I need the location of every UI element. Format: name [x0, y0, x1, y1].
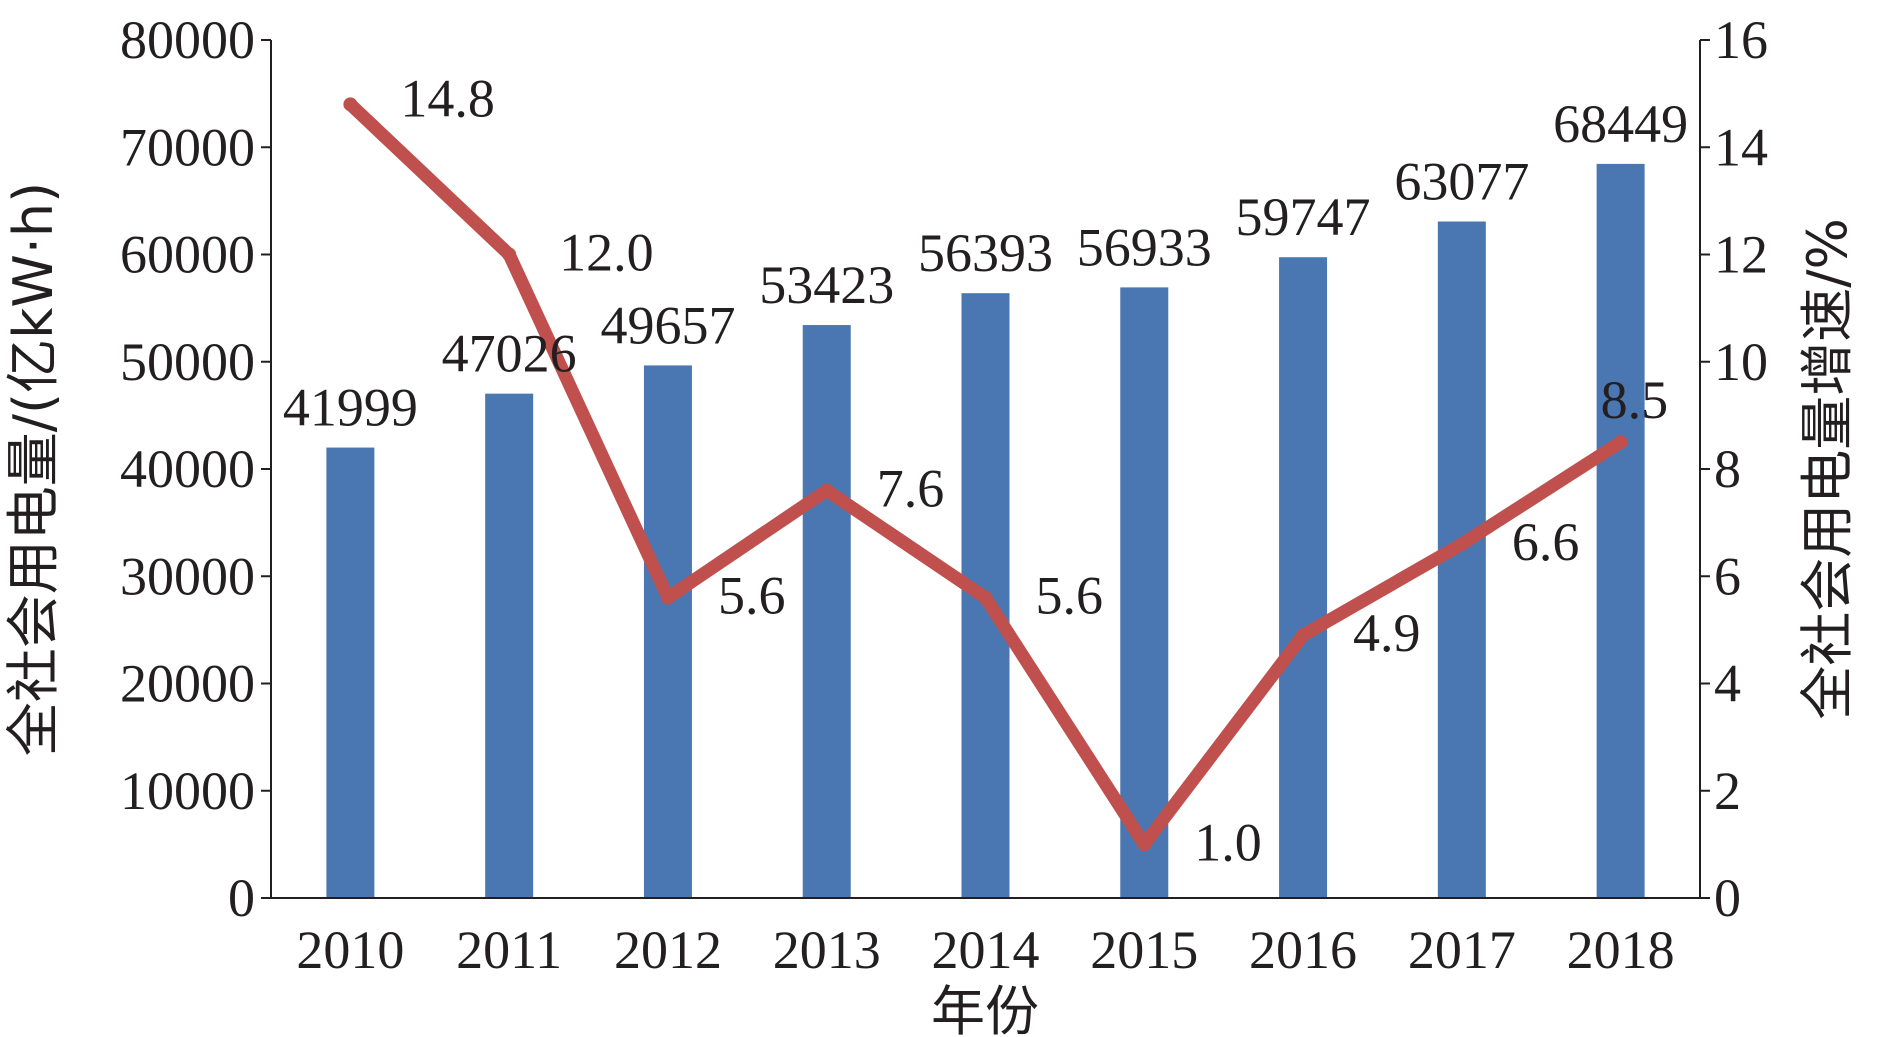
x-tick-label: 2015	[1090, 920, 1198, 980]
bar-value-label: 63077	[1394, 151, 1529, 211]
bar-value-label: 68449	[1553, 94, 1688, 154]
line-value-label: 1.0	[1194, 812, 1262, 872]
bar	[485, 393, 534, 898]
right-y-tick-label: 4	[1714, 654, 1741, 714]
bar	[1120, 287, 1169, 899]
line-value-label: 6.6	[1512, 512, 1580, 572]
x-tick-label: 2018	[1567, 920, 1675, 980]
right-y-tick-label: 6	[1714, 546, 1741, 606]
line-point	[343, 97, 358, 112]
left-y-tick-label: 60000	[120, 225, 255, 285]
bar-value-label: 56393	[918, 223, 1053, 283]
bar-value-label: 56933	[1077, 217, 1212, 277]
line-value-label: 5.6	[718, 566, 786, 626]
bar-value-label: 41999	[283, 378, 418, 438]
x-tick-label: 2010	[296, 920, 404, 980]
right-y-tick-label: 14	[1714, 117, 1768, 177]
x-tick-label: 2012	[614, 920, 722, 980]
bar-value-label: 49657	[600, 295, 735, 355]
line-point	[1137, 837, 1152, 852]
left-y-tick-label: 0	[228, 868, 255, 928]
line-value-label: 12.0	[559, 223, 654, 283]
bar	[802, 325, 851, 898]
line-point	[1454, 537, 1469, 552]
bar	[326, 447, 375, 898]
left-y-tick-label: 50000	[120, 332, 255, 392]
bar-value-label: 47026	[442, 324, 577, 384]
left-y-tick-label: 80000	[120, 10, 255, 70]
x-tick-label: 2013	[773, 920, 881, 980]
line-value-label: 5.6	[1036, 566, 1104, 626]
line-point	[978, 590, 993, 605]
left-y-tick-label: 40000	[120, 439, 255, 499]
bar	[643, 365, 692, 898]
line-point	[1296, 628, 1311, 643]
line-value-label: 4.9	[1353, 603, 1421, 663]
x-tick-label: 2011	[456, 920, 562, 980]
bar-value-label: 53423	[759, 255, 894, 315]
left-y-tick-label: 10000	[120, 761, 255, 821]
x-tick-label: 2014	[932, 920, 1040, 980]
line-value-label: 14.8	[400, 68, 495, 128]
x-axis-title: 年份	[931, 980, 1039, 1037]
bar	[1596, 163, 1645, 899]
line-point	[660, 590, 675, 605]
right-y-tick-label: 16	[1714, 10, 1768, 70]
line-point	[1613, 435, 1628, 450]
left-y-axis-title: 全社会用电量/(亿kW·h)	[2, 182, 65, 756]
ticks-layer: 0 10000 20000 30000 40000 50000 60000 70000 8000…	[120, 10, 1768, 980]
left-y-tick-label: 30000	[120, 546, 255, 606]
x-tick-label: 2017	[1408, 920, 1516, 980]
right-y-axis-title: 全社会用电量增速/%	[1796, 218, 1859, 720]
x-tick-label: 2016	[1249, 920, 1357, 980]
right-y-tick-label: 10	[1714, 332, 1768, 392]
bar	[1279, 257, 1328, 898]
labels-layer: 41999 47026 49657 53423 56393 56933 59747 63077…	[283, 68, 1688, 872]
left-y-tick-label: 70000	[120, 117, 255, 177]
left-y-tick-label: 20000	[120, 654, 255, 714]
line-value-label: 8.5	[1601, 370, 1669, 430]
right-y-tick-label: 8	[1714, 439, 1741, 499]
line-point	[502, 247, 517, 262]
right-y-tick-label: 2	[1714, 761, 1741, 821]
line-value-label: 7.6	[877, 458, 945, 518]
right-y-tick-label: 0	[1714, 868, 1741, 928]
line-point	[819, 483, 834, 498]
bar-value-label: 59747	[1236, 187, 1371, 247]
right-y-tick-label: 12	[1714, 225, 1768, 285]
line-layer	[343, 97, 1628, 852]
